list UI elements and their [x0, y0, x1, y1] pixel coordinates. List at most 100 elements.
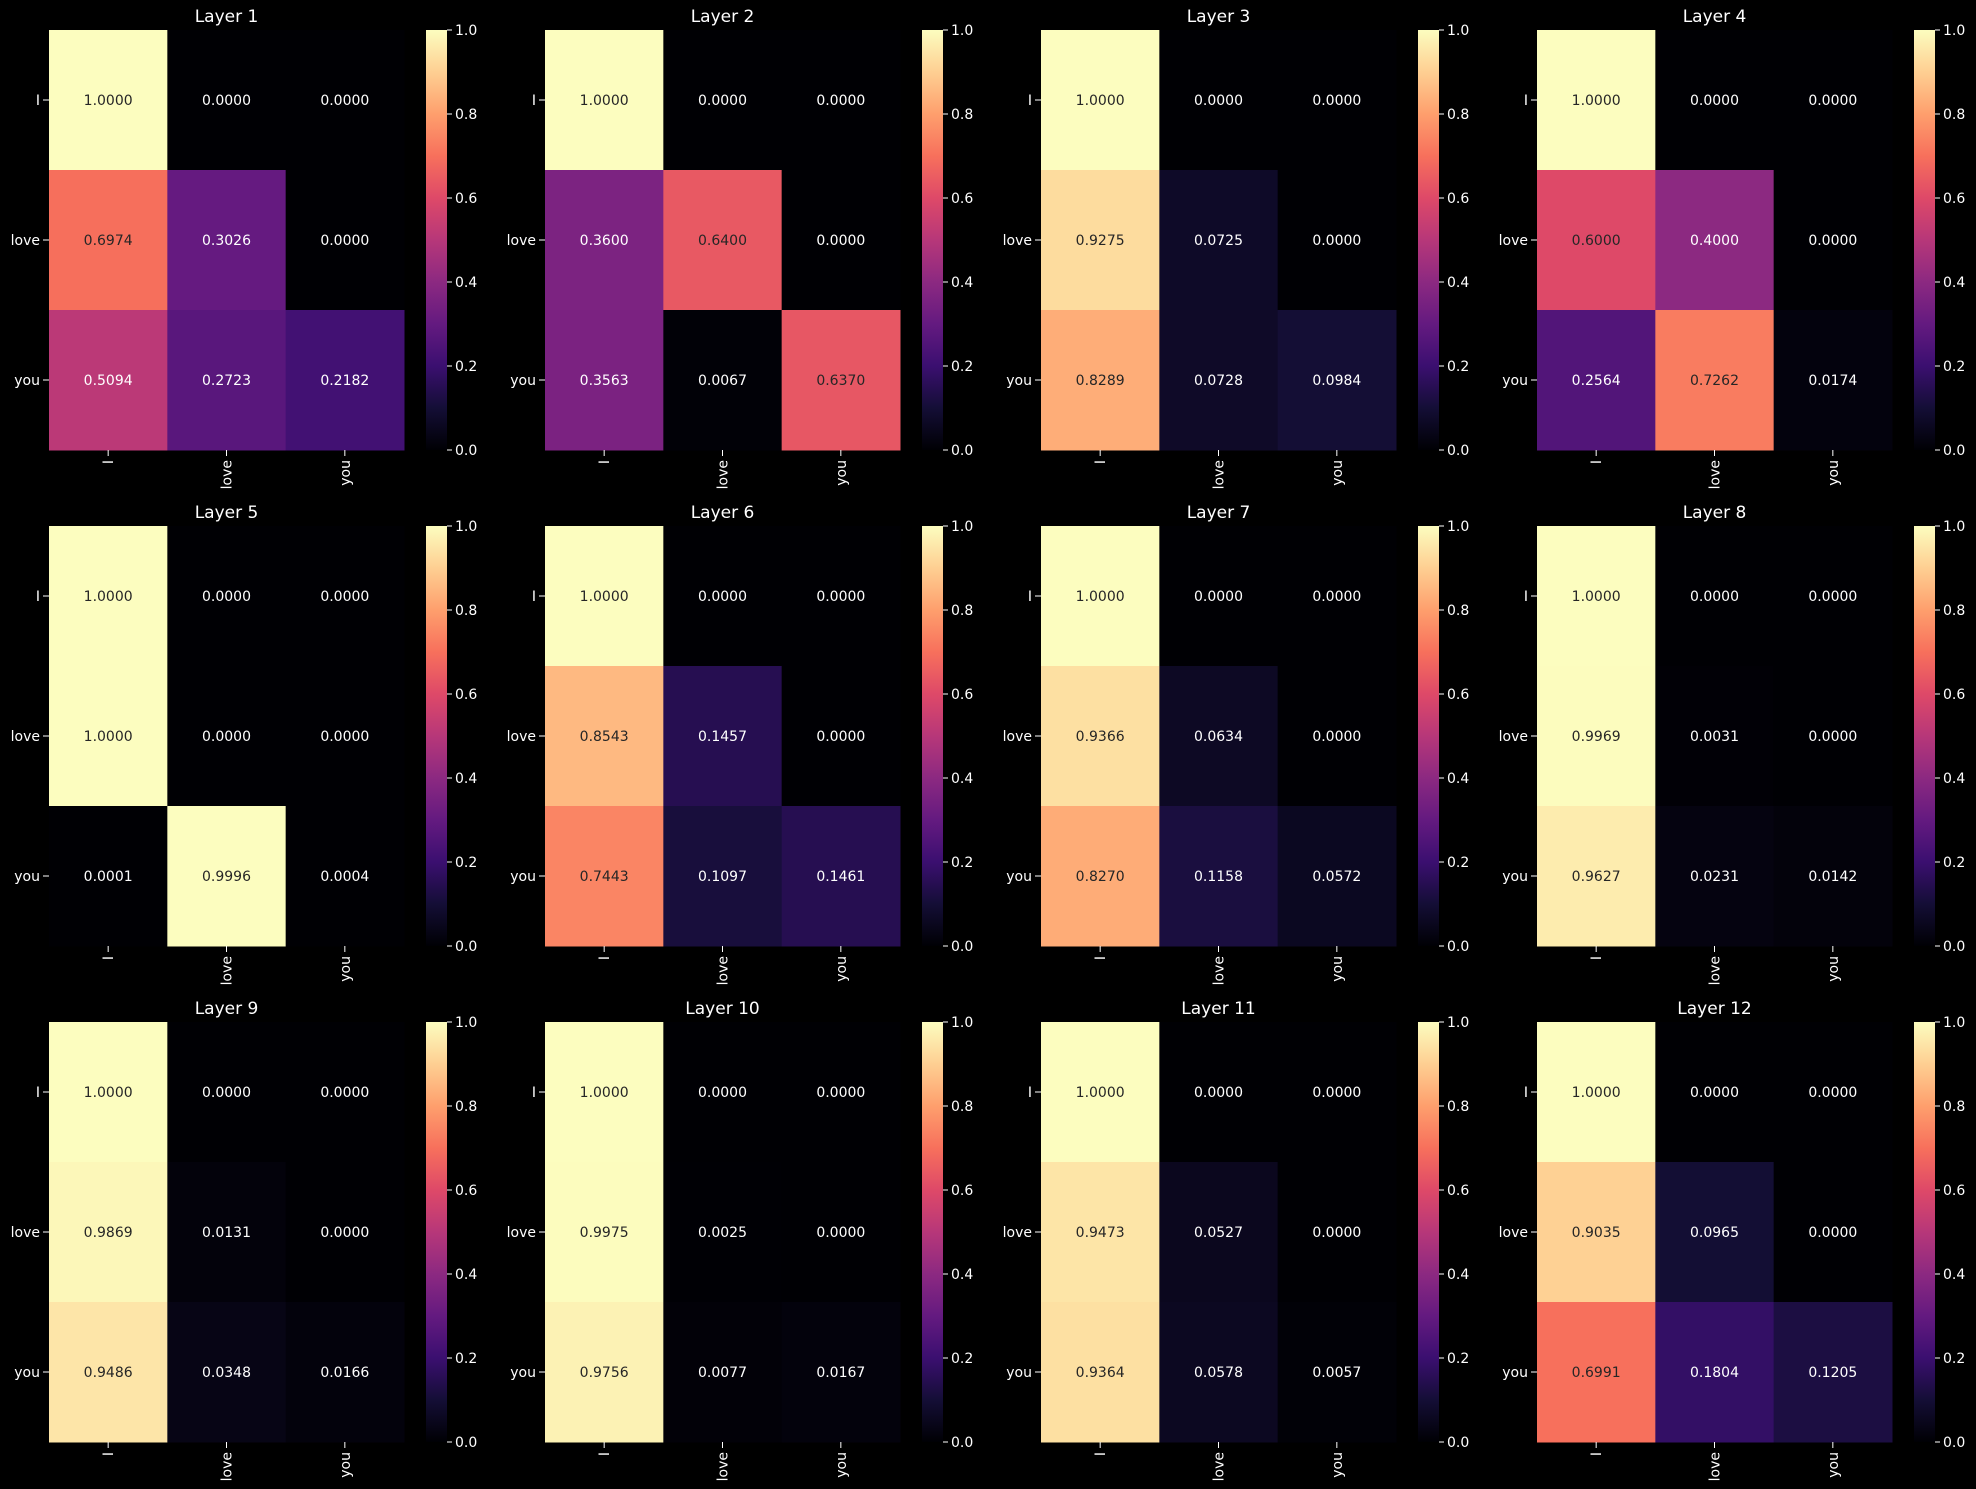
cell-value-label: 0.1158 — [1194, 869, 1243, 885]
x-tick-label: I — [101, 956, 117, 960]
panel-title: Layer 2 — [691, 7, 755, 27]
heatmap-cell — [167, 30, 287, 171]
y-tick-label: you — [14, 1365, 40, 1381]
colorbar-tick-label: 0.4 — [1943, 771, 1965, 787]
y-tick-label: love — [11, 233, 40, 249]
cell-value-label: 0.4000 — [1690, 233, 1739, 249]
y-tick-label: love — [1499, 233, 1528, 249]
heatmap-cell — [1277, 310, 1397, 451]
y-tick-label: you — [1502, 373, 1528, 389]
colorbar-tick-label: 0.4 — [455, 771, 477, 787]
cell-value-label: 0.0231 — [1690, 869, 1739, 885]
y-tick-label: love — [1003, 729, 1032, 745]
cell-value-label: 0.0057 — [1312, 1365, 1361, 1381]
x-tick-label: I — [101, 1452, 117, 1456]
heatmap-cell — [545, 526, 664, 667]
colorbar-tick-label: 0.2 — [951, 855, 973, 871]
cell-value-label: 1.0000 — [1572, 589, 1621, 605]
heatmap-cell — [167, 170, 287, 311]
heatmap-cell — [1773, 1302, 1893, 1443]
cell-value-label: 0.0000 — [1312, 589, 1361, 605]
cell-value-label: 0.0000 — [1312, 729, 1361, 745]
x-tick-label: I — [1093, 1452, 1109, 1456]
x-tick-label: you — [1330, 956, 1346, 982]
y-tick-label: you — [14, 869, 40, 885]
heatmap-cell — [167, 310, 287, 451]
colorbar-tick-label: 0.0 — [1447, 443, 1469, 459]
panel-title: Layer 6 — [691, 503, 755, 523]
heatmap-cell — [1655, 1022, 1775, 1163]
heatmap-cell — [1655, 1162, 1775, 1303]
heatmap-cell — [1537, 1302, 1656, 1443]
heatmap-cell — [49, 1022, 168, 1163]
colorbar — [922, 526, 943, 946]
x-tick-label: you — [1826, 1452, 1842, 1478]
colorbar — [426, 526, 447, 946]
heatmap-cell — [1041, 666, 1160, 807]
cell-value-label: 0.2723 — [202, 373, 251, 389]
colorbar-tick-label: 0.6 — [455, 687, 477, 703]
cell-value-label: 0.0000 — [1690, 93, 1739, 109]
colorbar-tick-label: 0.2 — [951, 1351, 973, 1367]
x-tick-label: love — [1708, 956, 1724, 985]
cell-value-label: 0.0131 — [202, 1225, 251, 1241]
colorbar-tick-label: 0.8 — [1943, 1099, 1965, 1115]
cell-value-label: 0.9364 — [1076, 1365, 1125, 1381]
cell-value-label: 0.0000 — [320, 93, 369, 109]
cell-value-label: 0.0166 — [320, 1365, 369, 1381]
cell-value-label: 0.3563 — [580, 373, 629, 389]
cell-value-label: 0.0000 — [698, 589, 747, 605]
heatmap-cell — [1655, 1302, 1775, 1443]
colorbar — [1914, 1022, 1935, 1442]
x-tick-label: you — [1330, 1452, 1346, 1478]
heatmap-cell — [545, 1302, 664, 1443]
cell-value-label: 1.0000 — [84, 589, 133, 605]
colorbar-tick-label: 0.0 — [1943, 1435, 1965, 1451]
cell-value-label: 1.0000 — [1572, 93, 1621, 109]
cell-value-label: 0.0000 — [320, 1225, 369, 1241]
heatmap-cell — [1041, 1302, 1160, 1443]
colorbar-tick-label: 0.8 — [1447, 603, 1469, 619]
cell-value-label: 0.7262 — [1690, 373, 1739, 389]
cell-value-label: 0.1461 — [816, 869, 865, 885]
x-tick-label: you — [834, 1452, 850, 1478]
x-tick-label: love — [220, 1452, 236, 1481]
heatmap-cell — [1159, 666, 1279, 807]
y-tick-label: I — [36, 93, 40, 109]
cell-value-label: 0.8543 — [580, 729, 629, 745]
colorbar-tick-label: 0.8 — [1943, 603, 1965, 619]
cell-value-label: 0.0000 — [202, 589, 251, 605]
colorbar-tick-label: 1.0 — [1943, 23, 1965, 39]
y-tick-label: I — [1524, 1085, 1528, 1101]
x-tick-label: you — [338, 460, 354, 486]
heatmap-cell — [1655, 310, 1775, 451]
cell-value-label: 1.0000 — [84, 93, 133, 109]
y-tick-label: I — [36, 1085, 40, 1101]
cell-value-label: 0.0000 — [1690, 1085, 1739, 1101]
cell-value-label: 0.0000 — [1194, 93, 1243, 109]
y-tick-label: love — [507, 1225, 536, 1241]
panel-title: Layer 5 — [195, 503, 259, 523]
heatmap-cell — [545, 806, 664, 947]
colorbar-tick-label: 1.0 — [1447, 1015, 1469, 1031]
colorbar-tick-label: 0.0 — [1447, 1435, 1469, 1451]
colorbar-tick-label: 0.2 — [1943, 359, 1965, 375]
colorbar-tick-label: 1.0 — [951, 23, 973, 39]
colorbar-tick-label: 1.0 — [1943, 519, 1965, 535]
colorbar-tick-label: 0.0 — [455, 443, 477, 459]
cell-value-label: 0.0578 — [1194, 1365, 1243, 1381]
cell-value-label: 0.0000 — [1194, 589, 1243, 605]
heatmap-panel-layer-8: Layer 8 1.0000 0.0000 0.0000 0.9969 0.0031 0.0… — [1499, 503, 1966, 985]
heatmap-cell — [1159, 170, 1279, 311]
x-tick-label: I — [1093, 460, 1109, 464]
colorbar-tick-label: 0.6 — [1943, 191, 1965, 207]
colorbar-tick-label: 1.0 — [1447, 23, 1469, 39]
cell-value-label: 0.9035 — [1572, 1225, 1621, 1241]
heatmap-cell — [781, 1302, 901, 1443]
colorbar-tick-label: 1.0 — [1447, 519, 1469, 535]
colorbar — [1418, 526, 1439, 946]
x-tick-label: love — [716, 1452, 732, 1481]
heatmap-cell — [1277, 30, 1397, 171]
colorbar-tick-label: 0.8 — [455, 1099, 477, 1115]
